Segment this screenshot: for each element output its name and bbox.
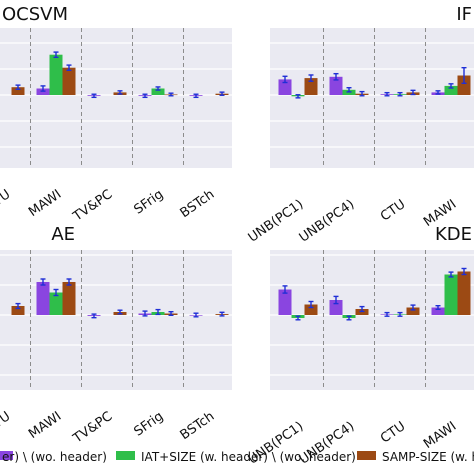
bar-mawi-s1 — [49, 292, 63, 315]
bar-mawi-s1 — [444, 274, 458, 315]
bar-mawi-s1 — [49, 54, 63, 95]
plot-area — [0, 28, 232, 168]
tick-label-tv-pc: TV&PC — [70, 187, 115, 225]
bar-unb-pc1-s2 — [304, 78, 318, 95]
tick-label-mawi: MAWI — [26, 187, 64, 220]
bar-mawi-s2 — [457, 75, 471, 95]
bar-unb-pc1-s0 — [278, 289, 292, 315]
bars — [278, 66, 471, 99]
legend-swatch-2 — [357, 451, 376, 460]
bar-mawi-s2 — [62, 67, 76, 95]
panel-title: KDE — [435, 224, 472, 245]
tick-label-ctu: CTU — [0, 409, 13, 437]
tick-label-unb-pc4: UNB(PC4) — [297, 197, 358, 246]
bars — [278, 267, 471, 321]
legend-label-0: er) \ (wo. header) — [2, 450, 107, 464]
tick-label-mawi: MAWI — [421, 419, 459, 452]
tick-label-ctu: CTU — [378, 419, 408, 447]
legend-swatch-1 — [116, 451, 135, 460]
tick-label-bstch: BSTch — [178, 187, 218, 221]
tick-label-tv-pc: TV&PC — [70, 409, 115, 447]
plot-area — [270, 250, 474, 390]
legend-label-2: SAMP-SIZE (w. header — [382, 450, 474, 464]
tick-label-unb-pc1: UNB(PC1) — [246, 197, 307, 246]
tick-label-mawi: MAWI — [26, 409, 64, 442]
bars — [11, 51, 229, 99]
bar-unb-pc1-s2 — [304, 304, 318, 315]
bar-mawi-s1 — [444, 85, 458, 95]
tick-label-ctu: CTU — [0, 187, 13, 215]
bar-ctu-s2 — [406, 307, 420, 315]
bar-mawi-s2 — [457, 271, 471, 315]
tick-label-sfrig: SFrig — [131, 409, 166, 440]
legend-label-1: IAT+SIZE (w. header) \ (wo. header) — [141, 450, 356, 464]
panel-ae: CTU MAWI TV&PC SFrig BSTch AE — [0, 224, 232, 447]
tick-label-ctu: CTU — [378, 197, 408, 225]
legend-swatch-0 — [0, 451, 13, 460]
bar-mawi-s0 — [431, 307, 445, 315]
tick-label-bstch: BSTch — [178, 409, 218, 443]
panel-title: IF — [456, 4, 472, 25]
bars — [11, 278, 229, 319]
bar-sfrig-s1 — [151, 88, 165, 95]
plot-area — [270, 28, 474, 168]
panel-title: AE — [51, 224, 75, 245]
bar-ctu-s2 — [11, 87, 25, 95]
bar-ctu-s2 — [11, 306, 25, 315]
panel-ocsvm: CTU MAWI TV&PC SFrig BSTch OCSVM — [0, 4, 232, 225]
bar-mawi-s0 — [36, 282, 50, 315]
bar-unb-pc1-s0 — [278, 79, 292, 95]
bar-unb-pc4-s0 — [329, 300, 343, 315]
bar-mawi-s2 — [62, 282, 76, 315]
plot-area — [0, 250, 232, 390]
panel-title: OCSVM — [2, 4, 68, 25]
tick-label-sfrig: SFrig — [131, 187, 166, 218]
bar-unb-pc4-s0 — [329, 76, 343, 95]
legend: er) \ (wo. header) IAT+SIZE (w. header) \… — [0, 450, 474, 464]
